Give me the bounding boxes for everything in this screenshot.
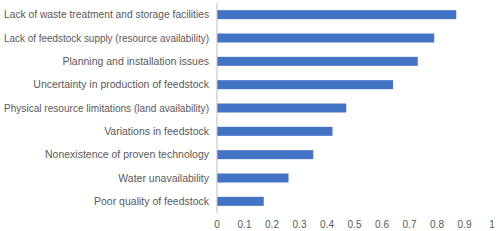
tick-label: 0.6: [375, 219, 389, 230]
tick-label: 0.5: [348, 219, 362, 230]
tick-label: 0: [214, 219, 220, 230]
bar: [217, 150, 313, 159]
axis-line: [217, 3, 218, 213]
tick-label: 1: [489, 219, 495, 230]
bar: [217, 34, 434, 43]
bar: [217, 197, 264, 206]
category-label: Lack of waste treatment and storage faci…: [4, 8, 209, 20]
category-label: Physical resource limitations (land avai…: [4, 102, 209, 114]
category-label: Poor quality of feedstock: [94, 195, 210, 207]
tick-label: 0.2: [265, 219, 279, 230]
tick-label: 0.4: [320, 219, 334, 230]
bar: [217, 127, 333, 136]
bar: [217, 57, 418, 66]
chart: Lack of waste treatment and storage faci…: [0, 0, 500, 231]
tick-label: 0.8: [430, 219, 444, 230]
category-label: Nonexistence of proven technology: [45, 148, 210, 160]
category-label: Lack of feedstock supply (resource avail…: [4, 32, 209, 44]
tick-label: 0.3: [293, 219, 307, 230]
category-label: Planning and installation issues: [62, 55, 209, 67]
bar: [217, 10, 456, 19]
category-label: Water unavailability: [118, 172, 209, 184]
tick-label: 0.9: [458, 219, 472, 230]
category-label: Uncertainty in production of feedstock: [33, 78, 209, 90]
bar: [217, 174, 289, 183]
bar: [217, 80, 393, 89]
bars: [217, 10, 456, 206]
tick-label: 0.7: [403, 219, 417, 230]
page: {"chart_data": {"type": "bar", "orientat…: [0, 0, 500, 231]
tick-label: 0.1: [238, 219, 252, 230]
bar: [217, 104, 346, 113]
category-label: Variations in feedstock: [104, 125, 210, 137]
